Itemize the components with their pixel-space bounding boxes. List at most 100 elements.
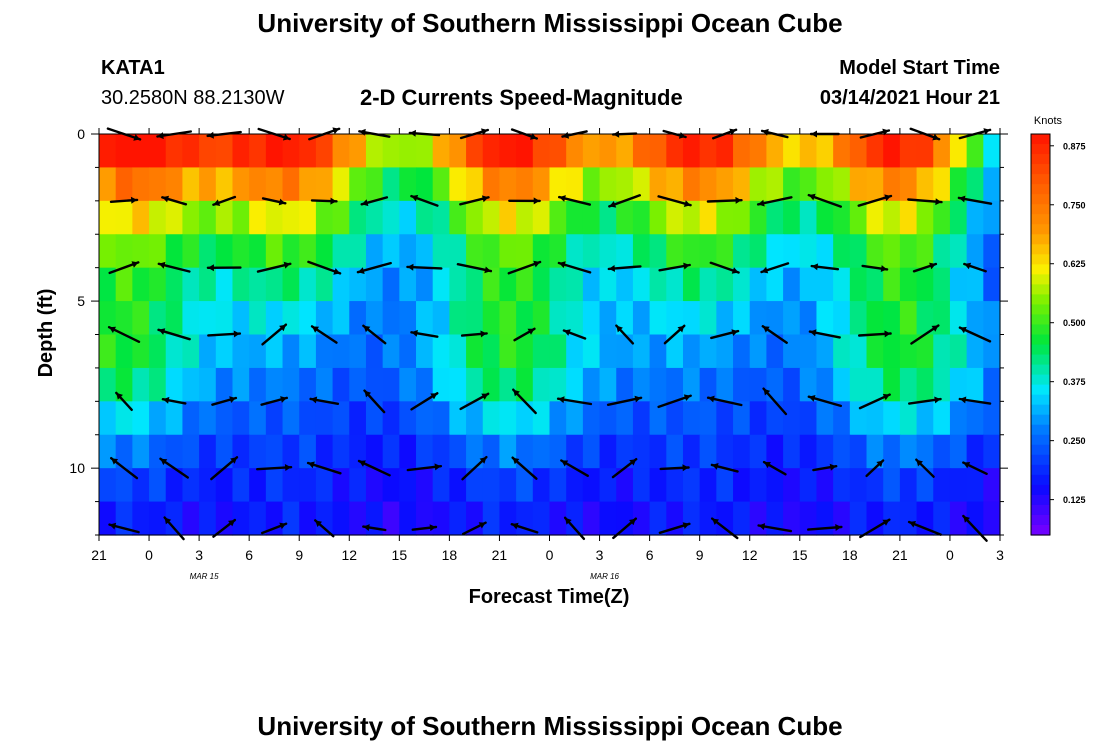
- heatmap-cell: [866, 167, 884, 202]
- heatmap-cell: [783, 234, 801, 269]
- colorbar-segment: [1031, 234, 1050, 245]
- heatmap-cell: [215, 267, 234, 302]
- colorbar-segment: [1031, 184, 1050, 195]
- heatmap-cell: [149, 501, 167, 536]
- heatmap-cell: [749, 301, 768, 336]
- current-arrow: [962, 514, 988, 542]
- current-arrow: [760, 262, 790, 274]
- current-arrow: [212, 518, 237, 538]
- heatmap-cell: [566, 468, 584, 503]
- heatmap-cell: [716, 334, 734, 369]
- heatmap-cell: [382, 200, 400, 235]
- heatmap-cell: [149, 200, 167, 235]
- current-arrow: [410, 392, 439, 411]
- heatmap-cell: [682, 167, 701, 202]
- heatmap-cell: [866, 267, 884, 302]
- current-arrow: [812, 463, 838, 472]
- heatmap-cell: [733, 367, 751, 402]
- heatmap-cell: [599, 301, 617, 336]
- heatmap-cell: [382, 134, 400, 169]
- heatmap-cell: [165, 267, 184, 302]
- current-arrow: [962, 461, 988, 475]
- heatmap-cell: [983, 200, 1001, 235]
- current-arrow: [560, 459, 589, 477]
- heatmap-cell: [916, 468, 934, 503]
- heatmap-cell: [749, 367, 768, 402]
- heatmap-cell: [399, 501, 417, 536]
- heatmap-cell: [549, 234, 567, 269]
- heatmap-cell: [883, 301, 901, 336]
- heatmap-cell: [349, 134, 367, 169]
- heatmap-cell: [449, 468, 467, 503]
- heatmap-cell: [149, 234, 167, 269]
- heatmap-cell: [432, 501, 450, 536]
- y-tick-label: 10: [69, 460, 85, 476]
- colorbar-segment: [1031, 334, 1050, 346]
- heatmap-cell: [766, 167, 784, 202]
- heatmap-cell: [833, 334, 851, 369]
- heatmap-cell: [165, 468, 184, 503]
- heatmap-cell: [883, 267, 901, 302]
- heatmap-cell: [482, 134, 501, 169]
- heatmap-cell: [416, 468, 434, 503]
- heatmap-cell: [466, 367, 484, 402]
- heatmap-cell: [232, 301, 250, 336]
- heatmap-cell: [899, 234, 918, 269]
- heatmap-cell: [165, 501, 184, 536]
- heatmap-cell: [866, 134, 884, 169]
- heatmap-cell: [816, 401, 834, 436]
- heatmap-cell: [165, 167, 184, 202]
- colorbar-segment: [1031, 254, 1050, 265]
- current-arrow: [859, 518, 891, 539]
- heatmap-cell: [799, 167, 818, 202]
- heatmap-cell: [649, 234, 667, 269]
- heatmap-cell: [849, 234, 868, 269]
- heatmap-cell: [115, 401, 133, 436]
- current-arrow: [556, 396, 593, 406]
- heatmap-cell: [432, 301, 450, 336]
- current-arrow: [107, 326, 141, 343]
- heatmap-cell: [399, 234, 417, 269]
- heatmap-cell: [666, 200, 684, 235]
- heatmap-cell: [482, 267, 501, 302]
- colorbar-segment: [1031, 204, 1050, 215]
- heatmap-cell: [599, 501, 617, 536]
- heatmap-cell: [666, 468, 684, 503]
- colorbar-segment: [1031, 134, 1050, 145]
- heatmap-cell: [833, 234, 851, 269]
- heatmap-cell: [883, 501, 901, 536]
- heatmap-cell: [332, 401, 350, 436]
- colorbar-frame: [1030, 133, 1051, 536]
- heatmap-cell: [649, 167, 667, 202]
- heatmap-cell: [766, 468, 784, 503]
- heatmap-cell: [749, 334, 768, 369]
- heatmap-cell: [783, 501, 801, 536]
- colorbar-segment: [1031, 224, 1050, 235]
- heatmap-cell: [282, 167, 300, 202]
- heatmap-cell: [616, 334, 634, 369]
- heatmap-cell: [99, 301, 117, 336]
- heatmap-cell: [682, 267, 701, 302]
- x-tick-label: 9: [295, 547, 303, 563]
- heatmap-cell: [733, 234, 751, 269]
- heatmap-cell: [849, 200, 868, 235]
- current-arrow: [461, 455, 488, 481]
- heatmap-cell: [566, 501, 584, 536]
- heatmap-cell: [182, 434, 200, 469]
- heatmap-cell: [549, 200, 567, 235]
- heatmap-cell: [716, 301, 734, 336]
- current-arrow: [756, 196, 793, 207]
- heatmap-cell: [966, 301, 984, 336]
- current-arrow: [511, 456, 538, 480]
- heatmap-cell: [599, 401, 617, 436]
- heatmap-cell: [983, 468, 1001, 503]
- heatmap-cell: [849, 301, 868, 336]
- current-arrow: [406, 463, 443, 472]
- heatmap-cell: [966, 434, 984, 469]
- heatmap-cell: [833, 200, 851, 235]
- heatmap-cell: [399, 200, 417, 235]
- heatmap-cell: [466, 234, 484, 269]
- heatmap-cell: [899, 200, 918, 235]
- x-tick-label: 12: [341, 547, 357, 563]
- heatmap-cell: [499, 501, 517, 536]
